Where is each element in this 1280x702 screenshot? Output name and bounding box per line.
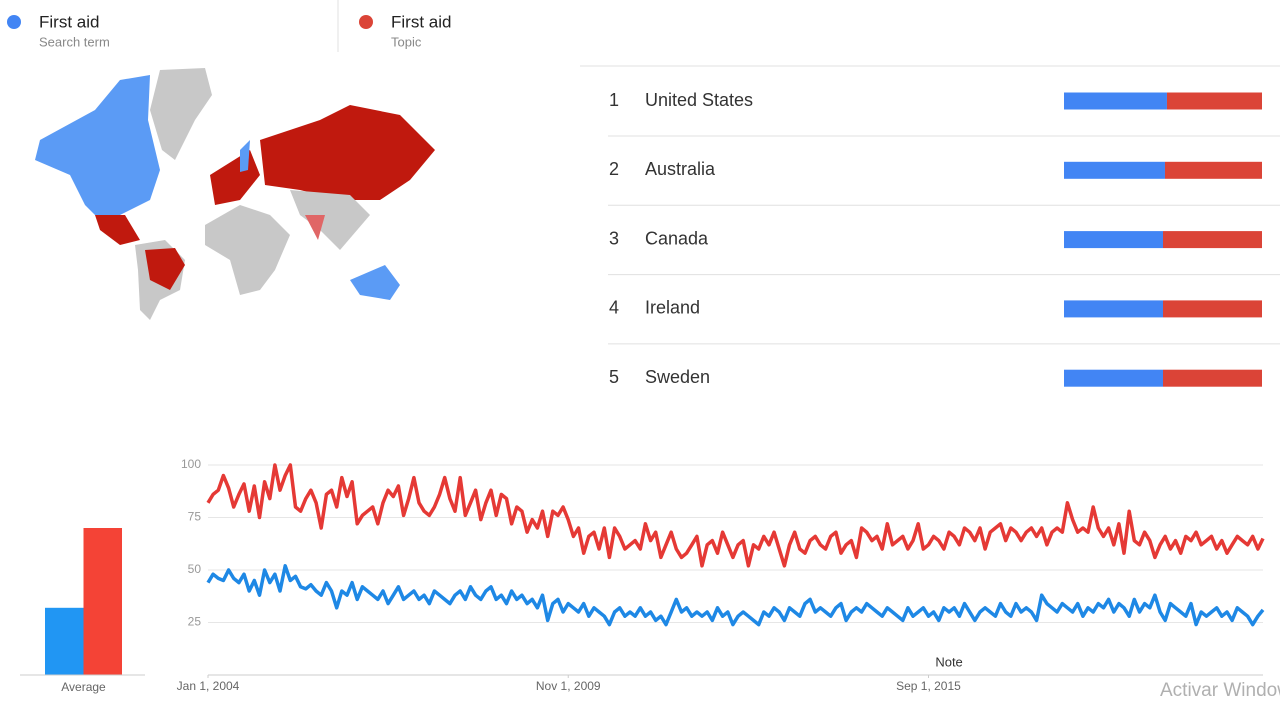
y-tick-label: 25 [188, 615, 202, 629]
x-tick-label: Jan 1, 2004 [177, 679, 240, 693]
region-bar [1064, 92, 1167, 110]
watermark: Activar Windows [1160, 680, 1280, 701]
rank: 4 [609, 298, 619, 318]
legend-dot [359, 15, 373, 29]
y-tick-label: 100 [181, 457, 201, 471]
x-tick-label: Sep 1, 2015 [896, 679, 961, 693]
legend-sublabel: Topic [391, 34, 422, 49]
region-bar [1163, 369, 1262, 387]
region-name: Ireland [645, 298, 700, 318]
bar [83, 528, 122, 675]
region-bar [1163, 300, 1262, 318]
x-tick-label: Average [61, 680, 106, 694]
legend-label: First aid [39, 12, 99, 31]
x-tick-label: Nov 1, 2009 [536, 679, 601, 693]
region-name: United States [645, 90, 753, 110]
rank: 2 [609, 159, 619, 179]
region-name: Australia [645, 159, 716, 179]
legend-dot [7, 15, 21, 29]
rank: 3 [609, 228, 619, 248]
world-map [35, 68, 435, 320]
region-bar [1064, 231, 1163, 249]
region-name: Canada [645, 228, 709, 248]
region-bar [1164, 161, 1262, 179]
rank: 1 [609, 90, 619, 110]
legend-sublabel: Search term [39, 34, 110, 49]
region-bar [1064, 300, 1163, 318]
line-series [206, 564, 1265, 627]
line-series [206, 463, 1265, 568]
y-tick-label: 50 [188, 562, 202, 576]
legend-label: First aid [391, 12, 451, 31]
region-bar [1163, 231, 1262, 249]
rank: 5 [609, 367, 619, 387]
region-bar [1064, 161, 1165, 179]
y-tick-label: 75 [188, 510, 202, 524]
region-bar [1166, 92, 1262, 110]
region-name: Sweden [645, 367, 710, 387]
bar [45, 607, 84, 675]
annotation: Note [935, 654, 962, 669]
region-bar [1064, 369, 1163, 387]
